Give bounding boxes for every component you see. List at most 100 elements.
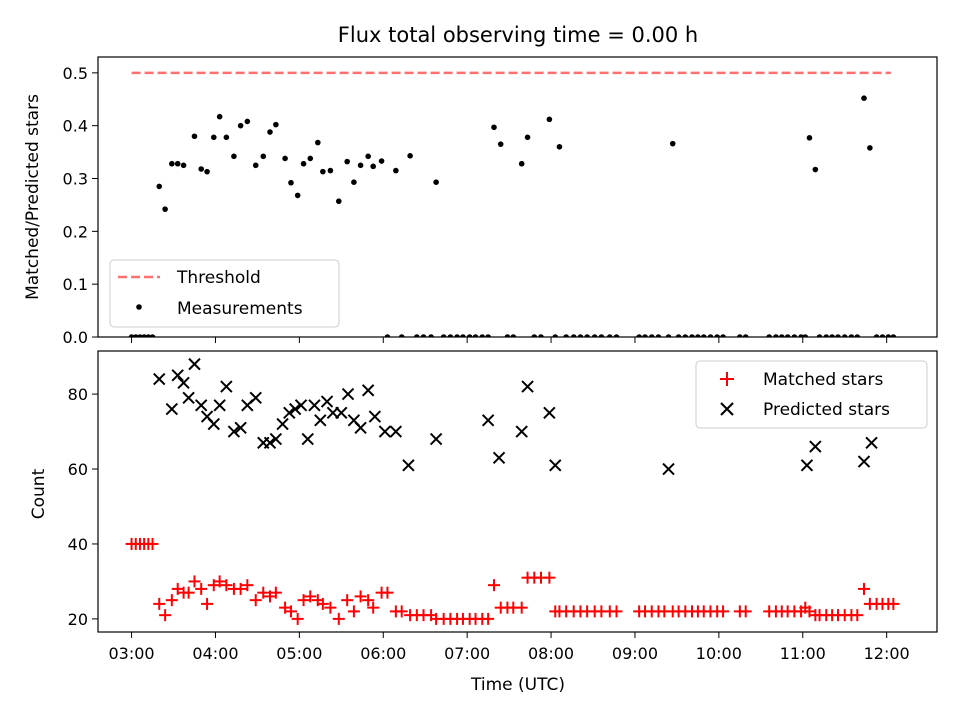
measurement-point bbox=[420, 334, 427, 337]
measurement-point bbox=[613, 334, 620, 337]
matched-point bbox=[610, 605, 623, 618]
measurement-point bbox=[132, 334, 139, 337]
measurement-point bbox=[384, 334, 391, 337]
series-measurements bbox=[128, 95, 897, 337]
measurement-point bbox=[823, 334, 830, 337]
matched-point bbox=[291, 612, 304, 625]
measurement-point bbox=[682, 334, 689, 337]
measurement-point bbox=[378, 158, 385, 164]
matched-point bbox=[249, 594, 262, 607]
measurement-point bbox=[244, 118, 251, 125]
matched-point bbox=[182, 586, 195, 599]
measurement-point bbox=[273, 121, 279, 128]
measurement-point bbox=[531, 334, 538, 337]
y-tick-label: 40 bbox=[68, 535, 88, 554]
matched-point bbox=[324, 601, 337, 614]
measurement-point bbox=[260, 153, 267, 160]
y-tick-label: 0.0 bbox=[63, 328, 88, 347]
matched-point bbox=[515, 601, 528, 614]
predicted-point bbox=[171, 369, 184, 382]
measurement-point bbox=[655, 334, 662, 337]
measurement-point bbox=[648, 334, 655, 337]
predicted-point bbox=[153, 372, 166, 386]
predicted-point bbox=[543, 406, 556, 420]
measurement-point bbox=[707, 334, 714, 337]
measurement-point bbox=[669, 140, 676, 147]
x-tick-label: 11:00 bbox=[780, 644, 826, 663]
y-tick-label: 0.5 bbox=[63, 64, 88, 83]
matched-point bbox=[241, 579, 254, 592]
measurement-point bbox=[169, 160, 175, 167]
measurement-point bbox=[357, 162, 364, 169]
measurement-point bbox=[510, 334, 517, 337]
measurement-point bbox=[766, 334, 772, 337]
predicted-point bbox=[481, 414, 495, 427]
measurement-point bbox=[806, 135, 813, 141]
measurement-point bbox=[778, 334, 785, 337]
matched-point bbox=[159, 609, 172, 622]
matched-point bbox=[146, 537, 159, 550]
measurement-point bbox=[204, 168, 210, 175]
y-tick-label: 60 bbox=[68, 460, 88, 479]
measurement-point bbox=[237, 122, 244, 129]
measurement-point bbox=[885, 334, 892, 337]
top-legend: Threshold Measurements bbox=[109, 259, 340, 328]
matched-point bbox=[297, 594, 310, 607]
measurement-point bbox=[742, 334, 749, 337]
x-tick-label: 05:00 bbox=[276, 644, 322, 663]
bottom-plot-panel: 20 40 60 80 03:00 04:00 05:00 06:00 07:00 08:00 09… bbox=[68, 350, 938, 663]
y-tick-label: 0.2 bbox=[63, 222, 88, 241]
matched-point bbox=[201, 597, 214, 610]
measurement-point bbox=[591, 334, 598, 337]
matched-point bbox=[717, 605, 730, 618]
measurement-point bbox=[890, 334, 897, 337]
x-tick-label: 04:00 bbox=[192, 644, 238, 663]
measurement-point bbox=[546, 116, 553, 123]
y-tick-label: 0.1 bbox=[63, 275, 88, 294]
predicted-point bbox=[294, 399, 308, 412]
measurement-point bbox=[300, 160, 307, 167]
measurement-point bbox=[282, 155, 288, 162]
measurement-point bbox=[848, 334, 855, 337]
matched-point bbox=[367, 601, 380, 614]
predicted-point bbox=[220, 380, 233, 393]
measurement-point bbox=[791, 334, 798, 337]
matched-point bbox=[543, 571, 556, 584]
measurement-point bbox=[454, 334, 460, 337]
measurement-point bbox=[210, 134, 217, 141]
legend-matched-marker bbox=[720, 372, 734, 386]
matched-point bbox=[354, 590, 367, 603]
matched-point bbox=[257, 586, 270, 599]
measurement-point bbox=[393, 167, 399, 174]
predicted-point bbox=[249, 391, 262, 405]
x-tick-label: 08:00 bbox=[528, 644, 574, 663]
y-tick-label: 0.4 bbox=[63, 117, 88, 136]
measurement-point bbox=[873, 334, 880, 337]
measurement-point bbox=[689, 334, 695, 337]
top-y-axis-label: Matched/Predicted stars bbox=[23, 94, 43, 300]
measurement-point bbox=[370, 163, 376, 170]
predicted-point bbox=[335, 406, 348, 420]
measurement-point bbox=[407, 152, 413, 159]
measurement-point bbox=[267, 129, 273, 135]
predicted-point bbox=[549, 459, 562, 472]
measurement-point bbox=[642, 334, 648, 337]
matched-point bbox=[341, 594, 354, 607]
predicted-point bbox=[283, 406, 296, 420]
measurement-point bbox=[307, 155, 314, 162]
predicted-point bbox=[521, 380, 534, 393]
measurement-point bbox=[433, 179, 439, 186]
predicted-point bbox=[301, 432, 314, 446]
predicted-point bbox=[354, 421, 367, 435]
measurement-point bbox=[556, 144, 563, 150]
measurement-point bbox=[518, 160, 525, 167]
measurement-point bbox=[784, 334, 791, 337]
matched-point bbox=[395, 605, 408, 618]
plot-marks bbox=[125, 357, 900, 625]
predicted-point bbox=[227, 425, 241, 438]
predicted-point bbox=[515, 425, 528, 438]
matched-point bbox=[332, 612, 345, 625]
measurement-point bbox=[428, 334, 434, 337]
measurement-point bbox=[335, 198, 342, 205]
